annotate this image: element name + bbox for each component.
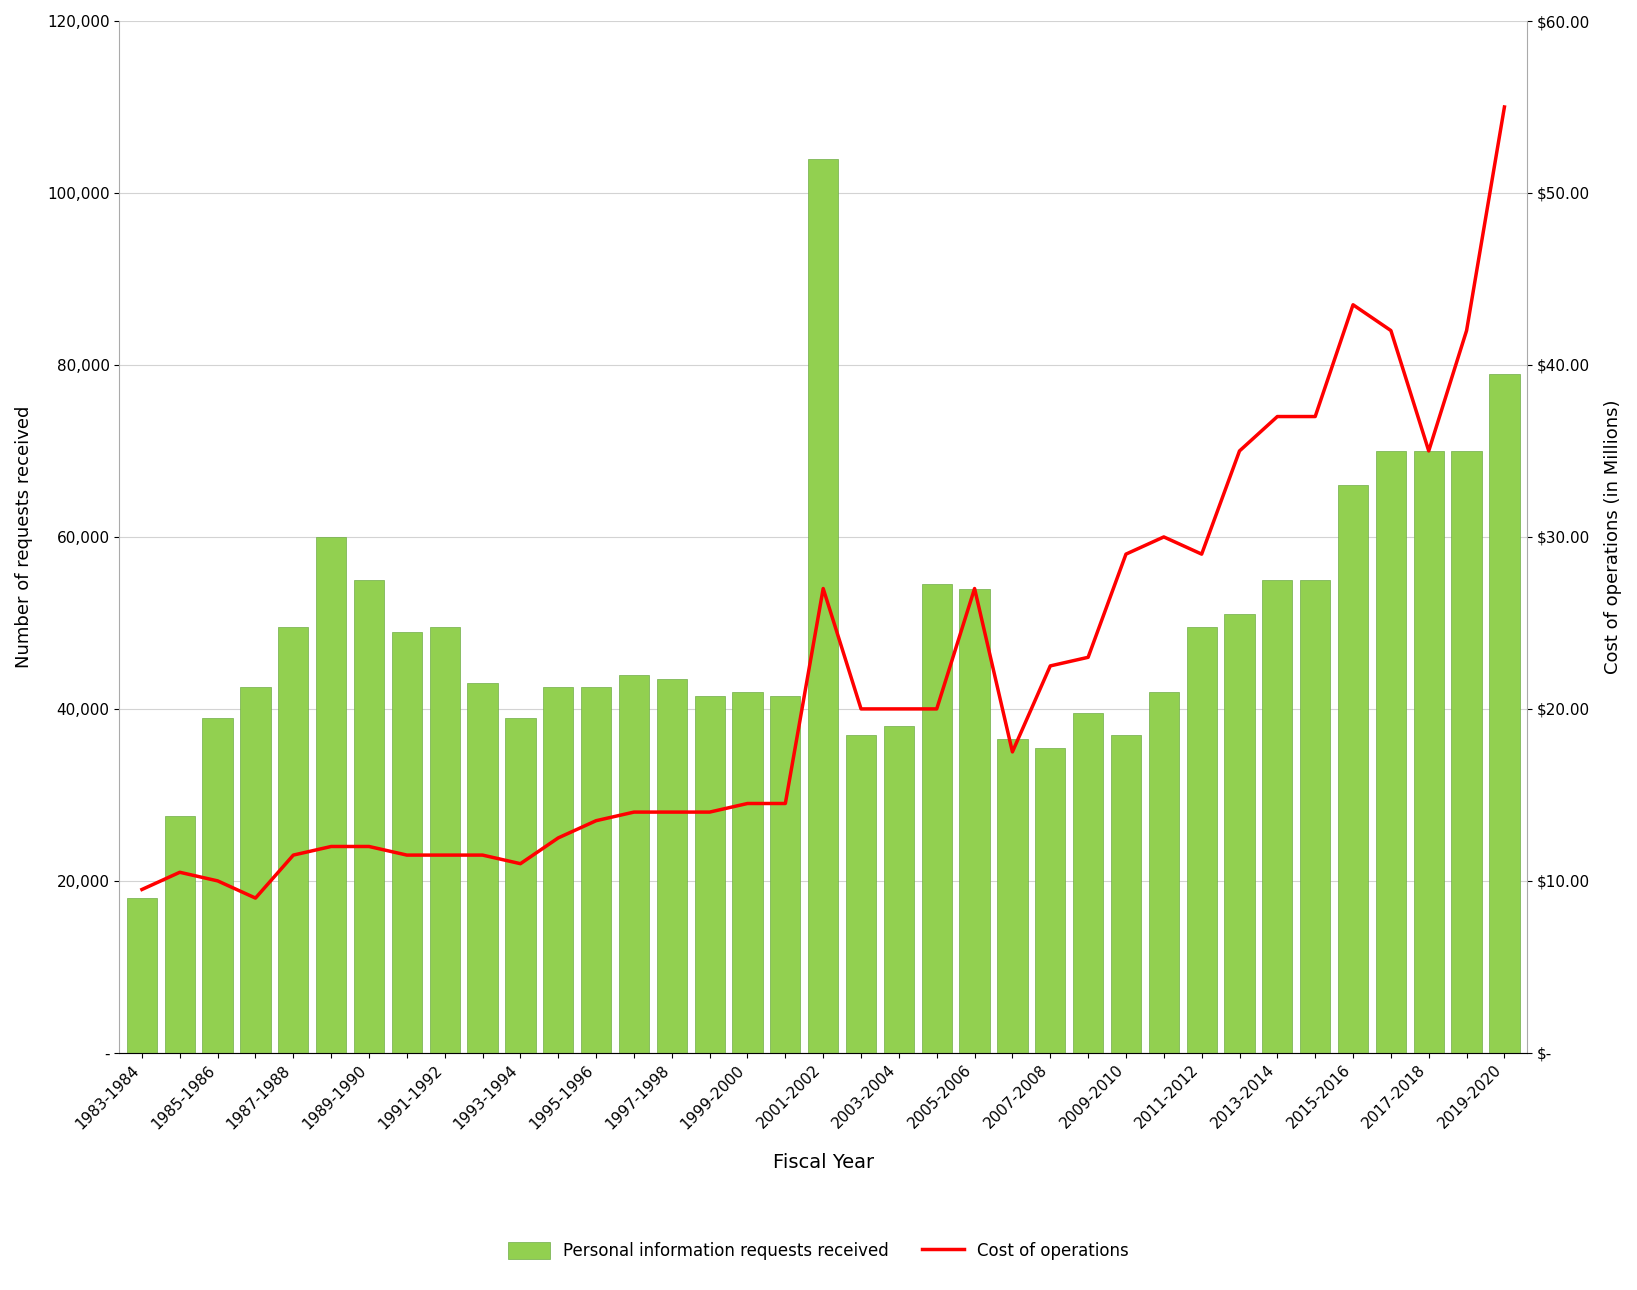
Y-axis label: Number of requests received: Number of requests received — [15, 406, 33, 668]
Bar — [354, 580, 385, 1053]
Bar — [694, 697, 725, 1053]
Cost of operations — [359, 838, 378, 854]
Bar — [846, 735, 876, 1053]
Bar — [1224, 614, 1254, 1053]
Cost of operations — [398, 848, 417, 863]
Cost of operations — [1344, 297, 1364, 312]
Cost of operations — [1116, 547, 1136, 562]
Bar — [165, 817, 195, 1053]
Cost of operations — [964, 580, 984, 596]
Legend: Personal information requests received, Cost of operations: Personal information requests received, … — [499, 1235, 1138, 1269]
Cost of operations — [851, 702, 871, 717]
Y-axis label: Cost of operations (in Millions): Cost of operations (in Millions) — [1604, 400, 1622, 675]
Cost of operations — [283, 848, 303, 863]
Cost of operations — [586, 813, 606, 828]
Bar — [656, 679, 688, 1053]
Cost of operations — [701, 805, 720, 820]
Bar — [1414, 451, 1444, 1053]
Cost of operations — [814, 580, 833, 596]
Cost of operations — [738, 796, 758, 811]
Bar — [1300, 580, 1331, 1053]
Bar — [1375, 451, 1406, 1053]
Cost of operations — [1382, 322, 1401, 338]
X-axis label: Fiscal Year: Fiscal Year — [773, 1153, 874, 1171]
Cost of operations — [548, 831, 568, 846]
Bar — [1187, 627, 1216, 1053]
Cost of operations — [170, 864, 190, 880]
Bar — [769, 697, 800, 1053]
Bar — [1149, 691, 1179, 1053]
Bar — [1490, 374, 1519, 1053]
Cost of operations — [1229, 444, 1249, 459]
Bar — [1072, 713, 1103, 1053]
Cost of operations — [1305, 409, 1324, 424]
Cost of operations — [1079, 650, 1098, 666]
Bar — [1452, 451, 1481, 1053]
Cost of operations — [1267, 409, 1287, 424]
Bar — [241, 688, 270, 1053]
Cost of operations — [321, 838, 340, 854]
Bar — [429, 627, 460, 1053]
Bar — [581, 688, 611, 1053]
Cost of operations — [889, 702, 909, 717]
Cost of operations — [1154, 529, 1174, 544]
Cost of operations — [1192, 547, 1211, 562]
Cost of operations — [776, 796, 796, 811]
Bar — [619, 675, 650, 1053]
Cost of operations — [1002, 744, 1021, 760]
Bar — [506, 717, 535, 1053]
Bar — [316, 537, 347, 1053]
Cost of operations — [1419, 444, 1439, 459]
Cost of operations — [927, 702, 946, 717]
Bar — [809, 159, 838, 1053]
Cost of operations — [1495, 99, 1514, 115]
Bar — [468, 684, 498, 1053]
Cost of operations — [511, 857, 530, 872]
Bar — [278, 627, 308, 1053]
Bar — [203, 717, 232, 1053]
Bar — [922, 584, 951, 1053]
Bar — [391, 632, 422, 1053]
Cost of operations — [1457, 322, 1477, 338]
Bar — [1337, 485, 1369, 1053]
Cost of operations — [208, 873, 228, 889]
Cost of operations — [133, 882, 152, 898]
Bar — [1035, 748, 1066, 1053]
Cost of operations — [1041, 658, 1061, 673]
Bar — [884, 726, 913, 1053]
Bar — [732, 691, 763, 1053]
Bar — [1262, 580, 1293, 1053]
Cost of operations — [624, 805, 643, 820]
Bar — [1112, 735, 1141, 1053]
Bar — [543, 688, 573, 1053]
Bar — [959, 588, 990, 1053]
Cost of operations — [246, 890, 265, 906]
Cost of operations — [435, 848, 455, 863]
Cost of operations — [473, 848, 493, 863]
Bar — [126, 898, 157, 1053]
Line: Cost of operations: Cost of operations — [142, 107, 1504, 898]
Cost of operations — [661, 805, 681, 820]
Bar — [997, 739, 1028, 1053]
